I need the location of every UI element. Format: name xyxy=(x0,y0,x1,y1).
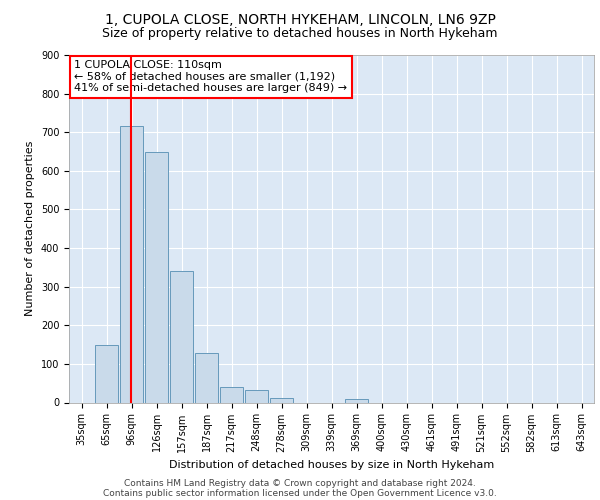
Bar xyxy=(344,400,368,402)
Bar xyxy=(170,271,193,402)
Bar xyxy=(245,390,268,402)
Bar xyxy=(95,346,118,403)
Bar xyxy=(145,152,169,402)
Text: Size of property relative to detached houses in North Hykeham: Size of property relative to detached ho… xyxy=(102,28,498,40)
Text: 1 CUPOLA CLOSE: 110sqm
← 58% of detached houses are smaller (1,192)
41% of semi-: 1 CUPOLA CLOSE: 110sqm ← 58% of detached… xyxy=(74,60,347,94)
Text: Contains HM Land Registry data © Crown copyright and database right 2024.: Contains HM Land Registry data © Crown c… xyxy=(124,478,476,488)
X-axis label: Distribution of detached houses by size in North Hykeham: Distribution of detached houses by size … xyxy=(169,460,494,470)
Text: 1, CUPOLA CLOSE, NORTH HYKEHAM, LINCOLN, LN6 9ZP: 1, CUPOLA CLOSE, NORTH HYKEHAM, LINCOLN,… xyxy=(104,12,496,26)
Bar xyxy=(194,353,218,403)
Y-axis label: Number of detached properties: Number of detached properties xyxy=(25,141,35,316)
Bar xyxy=(119,126,143,402)
Text: Contains public sector information licensed under the Open Government Licence v3: Contains public sector information licen… xyxy=(103,488,497,498)
Bar xyxy=(220,387,244,402)
Bar xyxy=(269,398,293,402)
